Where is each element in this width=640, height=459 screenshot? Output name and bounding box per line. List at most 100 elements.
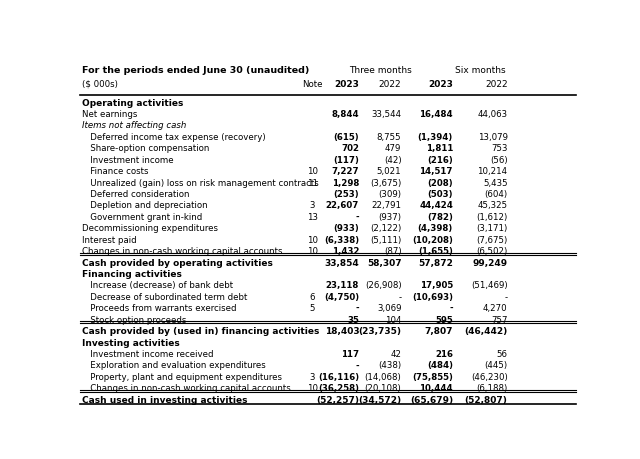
Text: Changes in non-cash working capital accounts: Changes in non-cash working capital acco… <box>83 383 291 392</box>
Text: Cash used in investing activities: Cash used in investing activities <box>83 395 248 404</box>
Text: Three months: Three months <box>349 66 412 75</box>
Text: -: - <box>356 303 359 313</box>
Text: 595: 595 <box>435 315 453 324</box>
Text: Investing activities: Investing activities <box>83 338 180 347</box>
Text: Six months: Six months <box>455 66 506 75</box>
Text: 2022: 2022 <box>379 80 401 89</box>
Text: Investment income received: Investment income received <box>83 349 214 358</box>
Text: 44,063: 44,063 <box>477 110 508 119</box>
Text: 8,755: 8,755 <box>377 133 401 141</box>
Text: 56: 56 <box>497 349 508 358</box>
Text: (26,908): (26,908) <box>365 281 401 290</box>
Text: 5,435: 5,435 <box>483 178 508 187</box>
Text: 5: 5 <box>309 303 315 313</box>
Text: -: - <box>356 213 359 221</box>
Text: (20,108): (20,108) <box>365 383 401 392</box>
Text: (4,398): (4,398) <box>418 224 453 233</box>
Text: (16,116): (16,116) <box>318 372 359 381</box>
Text: 22,791: 22,791 <box>371 201 401 210</box>
Text: Cash provided by operating activities: Cash provided by operating activities <box>83 258 273 267</box>
Text: 11: 11 <box>307 178 317 187</box>
Text: 58,307: 58,307 <box>367 258 401 267</box>
Text: 17,905: 17,905 <box>420 281 453 290</box>
Text: (52,257): (52,257) <box>316 395 359 404</box>
Text: 13: 13 <box>307 213 317 221</box>
Text: 757: 757 <box>491 315 508 324</box>
Text: Decommissioning expenditures: Decommissioning expenditures <box>83 224 218 233</box>
Text: (65,679): (65,679) <box>410 395 453 404</box>
Text: 35: 35 <box>348 315 359 324</box>
Text: 7,807: 7,807 <box>424 326 453 336</box>
Text: Property, plant and equipment expenditures: Property, plant and equipment expenditur… <box>83 372 282 381</box>
Text: (445): (445) <box>484 361 508 369</box>
Text: 3: 3 <box>309 372 315 381</box>
Text: (10,208): (10,208) <box>412 235 453 244</box>
Text: 2023: 2023 <box>334 80 359 89</box>
Text: (216): (216) <box>428 155 453 164</box>
Text: Unrealized (gain) loss on risk management contracts: Unrealized (gain) loss on risk managemen… <box>83 178 319 187</box>
Text: -: - <box>504 292 508 301</box>
Text: 10: 10 <box>307 235 317 244</box>
Text: 3: 3 <box>309 201 315 210</box>
Text: 702: 702 <box>341 144 359 153</box>
Text: 33,854: 33,854 <box>324 258 359 267</box>
Text: 117: 117 <box>341 349 359 358</box>
Text: (34,572): (34,572) <box>358 395 401 404</box>
Text: (782): (782) <box>427 213 453 221</box>
Text: (438): (438) <box>378 361 401 369</box>
Text: Proceeds from warrants exercised: Proceeds from warrants exercised <box>83 303 237 313</box>
Text: (1,394): (1,394) <box>418 133 453 141</box>
Text: (46,442): (46,442) <box>464 326 508 336</box>
Text: -: - <box>356 361 359 369</box>
Text: Changes in non-cash working capital accounts: Changes in non-cash working capital acco… <box>83 246 283 256</box>
Text: 2022: 2022 <box>485 80 508 89</box>
Text: (3,171): (3,171) <box>476 224 508 233</box>
Text: (484): (484) <box>427 361 453 369</box>
Text: 3,069: 3,069 <box>377 303 401 313</box>
Text: -: - <box>398 292 401 301</box>
Text: (615): (615) <box>333 133 359 141</box>
Text: 479: 479 <box>385 144 401 153</box>
Text: (309): (309) <box>378 190 401 199</box>
Text: 6: 6 <box>309 292 315 301</box>
Text: 10: 10 <box>307 246 317 256</box>
Text: Deferred consideration: Deferred consideration <box>83 190 190 199</box>
Text: (6,188): (6,188) <box>476 383 508 392</box>
Text: 5,021: 5,021 <box>377 167 401 176</box>
Text: 16,484: 16,484 <box>419 110 453 119</box>
Text: Exploration and evaluation expenditures: Exploration and evaluation expenditures <box>83 361 266 369</box>
Text: (7,675): (7,675) <box>476 235 508 244</box>
Text: (36,258): (36,258) <box>318 383 359 392</box>
Text: 45,325: 45,325 <box>477 201 508 210</box>
Text: Cash provided by (used in) financing activities: Cash provided by (used in) financing act… <box>83 326 320 336</box>
Text: (253): (253) <box>333 190 359 199</box>
Text: 8,844: 8,844 <box>332 110 359 119</box>
Text: (937): (937) <box>378 213 401 221</box>
Text: Finance costs: Finance costs <box>83 167 149 176</box>
Text: 4,270: 4,270 <box>483 303 508 313</box>
Text: (56): (56) <box>490 155 508 164</box>
Text: Net earnings: Net earnings <box>83 110 138 119</box>
Text: (46,230): (46,230) <box>471 372 508 381</box>
Text: 10,214: 10,214 <box>477 167 508 176</box>
Text: (933): (933) <box>333 224 359 233</box>
Text: 2023: 2023 <box>428 80 453 89</box>
Text: ($ 000s): ($ 000s) <box>83 80 118 89</box>
Text: Note: Note <box>302 80 323 89</box>
Text: (208): (208) <box>428 178 453 187</box>
Text: Depletion and depreciation: Depletion and depreciation <box>83 201 208 210</box>
Text: (503): (503) <box>428 190 453 199</box>
Text: (117): (117) <box>333 155 359 164</box>
Text: (3,675): (3,675) <box>370 178 401 187</box>
Text: Financing activities: Financing activities <box>83 269 182 278</box>
Text: (10,693): (10,693) <box>412 292 453 301</box>
Text: 13,079: 13,079 <box>477 133 508 141</box>
Text: Stock option proceeds: Stock option proceeds <box>83 315 187 324</box>
Text: (5,111): (5,111) <box>370 235 401 244</box>
Text: (1,655): (1,655) <box>418 246 453 256</box>
Text: 7,227: 7,227 <box>332 167 359 176</box>
Text: (604): (604) <box>484 190 508 199</box>
Text: 57,872: 57,872 <box>418 258 453 267</box>
Text: (42): (42) <box>384 155 401 164</box>
Text: 23,118: 23,118 <box>326 281 359 290</box>
